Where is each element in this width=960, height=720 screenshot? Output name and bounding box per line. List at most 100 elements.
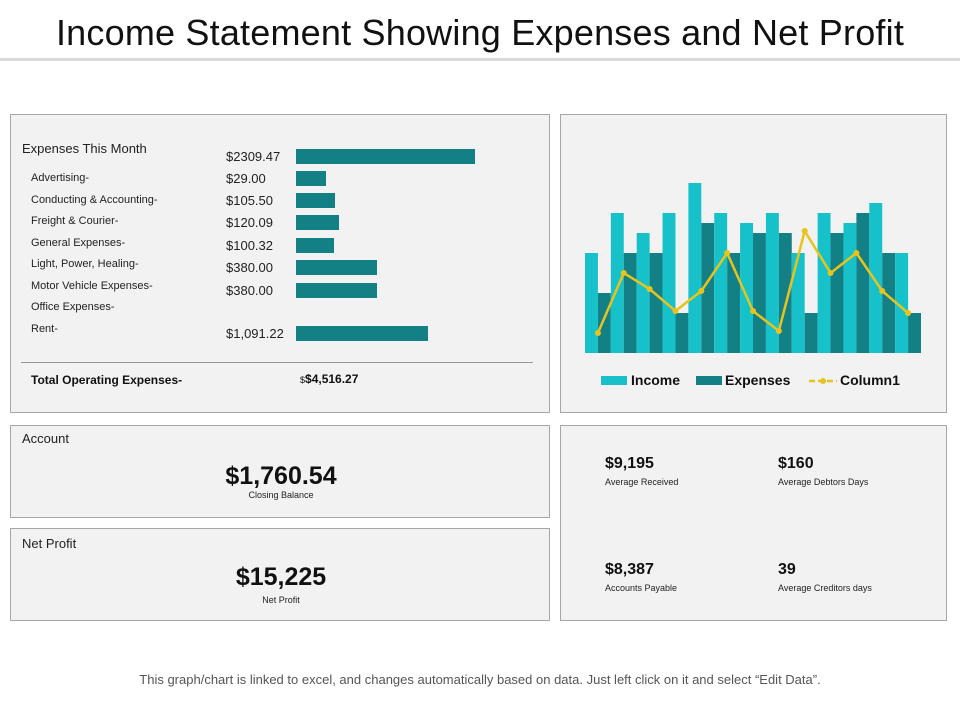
- closing-balance-value: $1,760.54: [225, 462, 337, 490]
- stat-label: Accounts Payable: [605, 583, 678, 593]
- legend-income-swatch[interactable]: [601, 376, 627, 385]
- column1-point[interactable]: [724, 250, 731, 256]
- income-bar[interactable]: [585, 253, 598, 353]
- stat-value: $8,387: [605, 561, 654, 578]
- income-expenses-chart-panel[interactable]: Income Expenses Column1: [560, 114, 947, 413]
- expense-bar-row[interactable]: $29.00: [11, 171, 551, 187]
- legend-column1-label: Column1: [840, 372, 900, 388]
- total-expenses-label: Total Operating Expenses-: [31, 373, 183, 387]
- page-title: Income Statement Showing Expenses and Ne…: [55, 12, 905, 53]
- expense-bar-row[interactable]: $1,091.22: [11, 326, 551, 342]
- net-profit-heading: Net Profit: [22, 536, 77, 551]
- column1-point[interactable]: [646, 286, 653, 292]
- expenses-bar[interactable]: [882, 253, 896, 353]
- income-bar[interactable]: [843, 223, 857, 353]
- column1-point[interactable]: [801, 228, 808, 234]
- stat-average-received: $9,195 Average Received: [605, 455, 678, 487]
- income-bar[interactable]: [791, 253, 805, 353]
- expense-category: Motor Vehicle Expenses-: [31, 279, 153, 292]
- income-bar[interactable]: [869, 203, 883, 353]
- expense-bar[interactable]: [296, 238, 334, 253]
- expense-category: Freight & Courier-: [31, 215, 119, 227]
- expense-bar-label: $120.09: [226, 215, 273, 230]
- expenses-bar[interactable]: [753, 233, 766, 353]
- expense-bar[interactable]: [296, 215, 339, 230]
- column1-point[interactable]: [750, 308, 756, 314]
- stat-accounts-payable: $8,387 Accounts Payable: [605, 561, 677, 593]
- expenses-bar[interactable]: [597, 293, 611, 353]
- net-profit-caption: Net Profit: [262, 595, 300, 605]
- legend-column1-marker[interactable]: [820, 378, 826, 384]
- income-expenses-chart[interactable]: Income Expenses Column1: [561, 115, 948, 414]
- expenses-bar[interactable]: [623, 253, 637, 353]
- income-bar[interactable]: [817, 213, 831, 353]
- column1-point[interactable]: [905, 310, 912, 316]
- expense-category: Advertising-: [31, 172, 90, 184]
- stat-value: $160: [778, 455, 814, 472]
- expenses-bar[interactable]: [675, 313, 689, 353]
- legend-income-label: Income: [631, 372, 680, 388]
- column1-point[interactable]: [853, 250, 860, 256]
- expense-bar[interactable]: [296, 149, 475, 164]
- stat-label: Average Received: [605, 477, 679, 487]
- expenses-bar[interactable]: [804, 313, 818, 353]
- column1-point[interactable]: [827, 270, 834, 276]
- income-bar[interactable]: [765, 213, 779, 353]
- expense-bar-row[interactable]: $380.00: [11, 283, 551, 299]
- expense-category: Rent-: [31, 322, 58, 335]
- expense-bar-label: $2309.47: [226, 149, 281, 164]
- expenses-divider: [21, 362, 533, 363]
- expense-bar-label: $105.50: [226, 193, 273, 208]
- expense-bar-row[interactable]: $100.32: [11, 238, 551, 254]
- expense-bar-row[interactable]: $380.00: [11, 260, 551, 276]
- expense-category: Office Expenses-: [31, 301, 115, 313]
- expense-bar-label: $100.32: [226, 238, 273, 253]
- expenses-bar[interactable]: [727, 253, 741, 353]
- title-divider: [0, 58, 960, 61]
- column1-point[interactable]: [698, 288, 705, 294]
- column1-point[interactable]: [672, 308, 679, 314]
- column1-point[interactable]: [775, 328, 782, 334]
- income-bar[interactable]: [740, 223, 753, 353]
- expense-bar[interactable]: [296, 171, 326, 186]
- expense-bar[interactable]: [296, 260, 377, 275]
- net-profit-panel[interactable]: Net Profit $15,225 Net Profit: [10, 528, 550, 621]
- income-bar[interactable]: [688, 183, 702, 353]
- income-bar[interactable]: [714, 213, 728, 353]
- stat-label: Average Debtors Days: [778, 477, 869, 487]
- net-profit-value: $15,225: [235, 563, 327, 591]
- expense-bar-row[interactable]: $2309.47: [11, 149, 551, 165]
- expenses-bar[interactable]: [908, 313, 921, 353]
- stat-average-creditors-days: 39 Average Creditors days: [778, 561, 872, 593]
- expense-bar[interactable]: [296, 193, 336, 208]
- expense-bar-row[interactable]: $105.50: [11, 193, 551, 209]
- expense-bar-row[interactable]: $120.09: [11, 215, 551, 231]
- stat-value: $9,195: [605, 455, 654, 472]
- expenses-bar[interactable]: [830, 233, 844, 353]
- expenses-heading: Expenses This Month: [22, 141, 147, 156]
- closing-balance-caption: Closing Balance: [248, 490, 314, 500]
- income-bar[interactable]: [662, 213, 676, 353]
- total-expenses-amount: $4,516.27: [305, 372, 359, 386]
- expense-bar-label: $1,091.22: [226, 326, 284, 341]
- legend-expenses-swatch[interactable]: [696, 376, 722, 385]
- expenses-bar[interactable]: [701, 223, 715, 353]
- expense-category: Conducting & Accounting-: [31, 193, 158, 206]
- income-bar[interactable]: [610, 213, 624, 353]
- expenses-panel[interactable]: Expenses This Month Advertising- Conduct…: [10, 114, 550, 413]
- stats-panel[interactable]: $9,195 Average Received $160 Average Deb…: [560, 425, 947, 621]
- stat-value: 39: [778, 561, 796, 578]
- column1-point[interactable]: [879, 288, 886, 294]
- column1-point[interactable]: [620, 270, 627, 276]
- expenses-bar[interactable]: [649, 253, 663, 353]
- income-bar[interactable]: [636, 233, 650, 353]
- expenses-bar[interactable]: [856, 213, 870, 353]
- expense-bar[interactable]: [296, 326, 428, 341]
- income-bar[interactable]: [895, 253, 909, 353]
- stat-average-debtors-days: $160 Average Debtors Days: [778, 455, 868, 487]
- total-expenses-value: $$4,516.27: [300, 372, 358, 386]
- account-panel[interactable]: Account $1,760.54 Closing Balance: [10, 425, 550, 518]
- column1-point[interactable]: [594, 330, 601, 336]
- expense-bar-label: $380.00: [226, 260, 273, 275]
- expense-bar[interactable]: [296, 283, 377, 298]
